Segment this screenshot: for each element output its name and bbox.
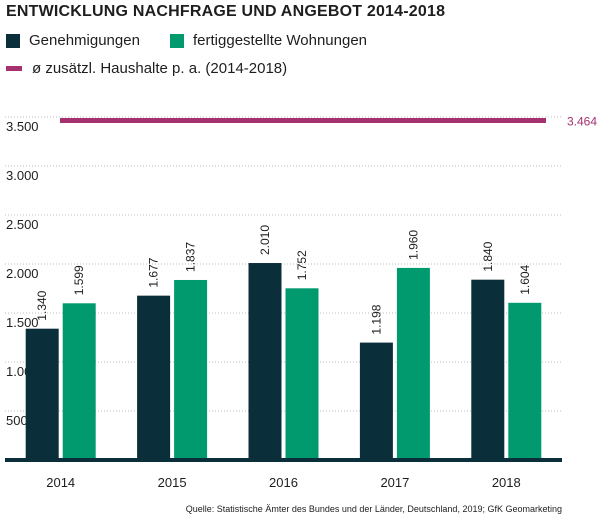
legend-haushalte: ø zusätzl. Haushalte p. a. (2014-2018) — [6, 60, 287, 77]
bar-genehmigungen — [25, 328, 59, 460]
bar-value-label: 1.198 — [369, 304, 383, 334]
x-tick-label: 2017 — [380, 475, 409, 490]
x-tick-label: 2016 — [269, 475, 298, 490]
x-tick-label: 2014 — [46, 475, 75, 490]
y-tick-label: 3.000 — [6, 168, 39, 183]
bar-fertiggestellt — [62, 303, 96, 460]
y-tick-label: 2.500 — [6, 217, 39, 232]
bar-value-label: 1.752 — [295, 250, 309, 280]
y-tick-label: 3.500 — [6, 119, 39, 134]
legend-swatch-haushalte — [6, 66, 22, 71]
bar-value-label: 1.960 — [406, 230, 420, 260]
bar-genehmigungen — [471, 279, 505, 460]
bar-fertiggestellt — [174, 279, 208, 460]
x-tick-label: 2018 — [492, 475, 521, 490]
bar-fertiggestellt — [396, 267, 430, 460]
legend-fertiggestellt: fertiggestellte Wohnungen — [170, 32, 367, 49]
bar-value-label: 1.677 — [147, 257, 161, 287]
legend-genehmigungen: Genehmigungen — [6, 32, 140, 49]
bar-value-label: 1.604 — [518, 264, 532, 294]
bar-value-label: 1.599 — [72, 265, 86, 295]
bar-fertiggestellt — [285, 288, 319, 460]
bar-genehmigungen — [248, 263, 282, 460]
bar-genehmigungen — [359, 342, 393, 460]
source-note: Quelle: Statistische Ämter des Bundes un… — [185, 504, 562, 514]
bar-value-label: 1.837 — [184, 242, 198, 272]
legend-label-haushalte: ø zusätzl. Haushalte p. a. (2014-2018) — [32, 60, 288, 77]
chart-title: ENTWICKLUNG NACHFRAGE UND ANGEBOT 2014-2… — [6, 3, 446, 20]
bar-value-label: 2.010 — [258, 225, 272, 255]
x-tick-label: 2015 — [158, 475, 187, 490]
legend-label-genehmigungen: Genehmigungen — [29, 32, 140, 49]
y-tick-label: 500 — [6, 413, 28, 428]
bar-value-label: 1.340 — [35, 290, 49, 320]
bar-genehmigungen — [137, 295, 171, 460]
bar-fertiggestellt — [508, 302, 542, 460]
reference-line-label: 3.464 — [567, 115, 597, 129]
y-tick-label: 2.000 — [6, 266, 39, 281]
y-tick-label: 1.500 — [6, 315, 39, 330]
legend-swatch-genehmigungen — [6, 33, 20, 48]
bar-value-label: 1.840 — [481, 241, 495, 271]
legend-label-fertiggestellt: fertiggestellte Wohnungen — [193, 32, 368, 49]
legend-swatch-fertiggestellt — [170, 33, 184, 48]
